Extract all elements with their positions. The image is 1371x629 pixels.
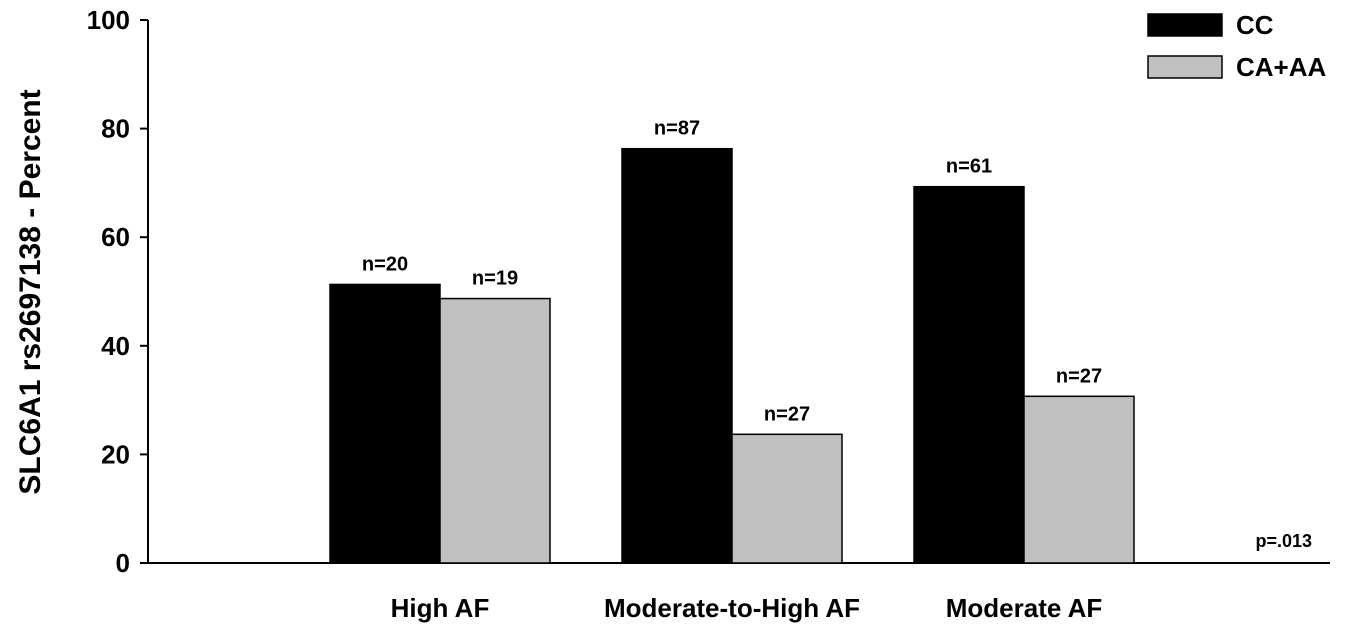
bar (329, 283, 441, 564)
data-label: n=27 (1056, 365, 1102, 387)
legend-swatch (1147, 13, 1223, 37)
legend-label: CA+AA (1236, 52, 1327, 82)
y-tick-label: 80 (101, 114, 130, 144)
bar (1023, 395, 1135, 564)
legend-label: CC (1236, 10, 1274, 40)
p-value-annotation: p=.013 (1255, 531, 1312, 551)
bar (913, 185, 1025, 564)
bar (621, 147, 733, 564)
y-tick-label: 100 (87, 5, 130, 35)
x-category-label: Moderate-to-High AF (604, 593, 860, 623)
data-label: n=61 (946, 156, 992, 178)
x-category-label: Moderate AF (946, 593, 1103, 623)
axes: 0 20 40 60 80 100 High AF Moderate-to-High AF Mo… (87, 5, 1330, 623)
data-label: n=27 (764, 403, 810, 425)
y-tick-label: 20 (101, 439, 130, 469)
y-tick-label: 0 (116, 548, 130, 578)
y-tick-label: 60 (101, 222, 130, 252)
y-tick-label: 40 (101, 331, 130, 361)
data-label: n=20 (362, 253, 408, 275)
x-category-label: High AF (391, 593, 490, 623)
bar (439, 297, 551, 564)
data-label: n=19 (472, 268, 518, 290)
data-labels: n=20 n=19 n=87 n=27 n=61 n=27 (362, 118, 1102, 426)
bars (329, 147, 1135, 564)
y-axis-label: SLC6A1 rs2697138 - Percent (14, 89, 47, 494)
legend-swatch (1147, 55, 1223, 79)
data-label: n=87 (654, 118, 700, 140)
legend: CC CA+AA (1147, 10, 1327, 82)
bar (731, 433, 843, 564)
